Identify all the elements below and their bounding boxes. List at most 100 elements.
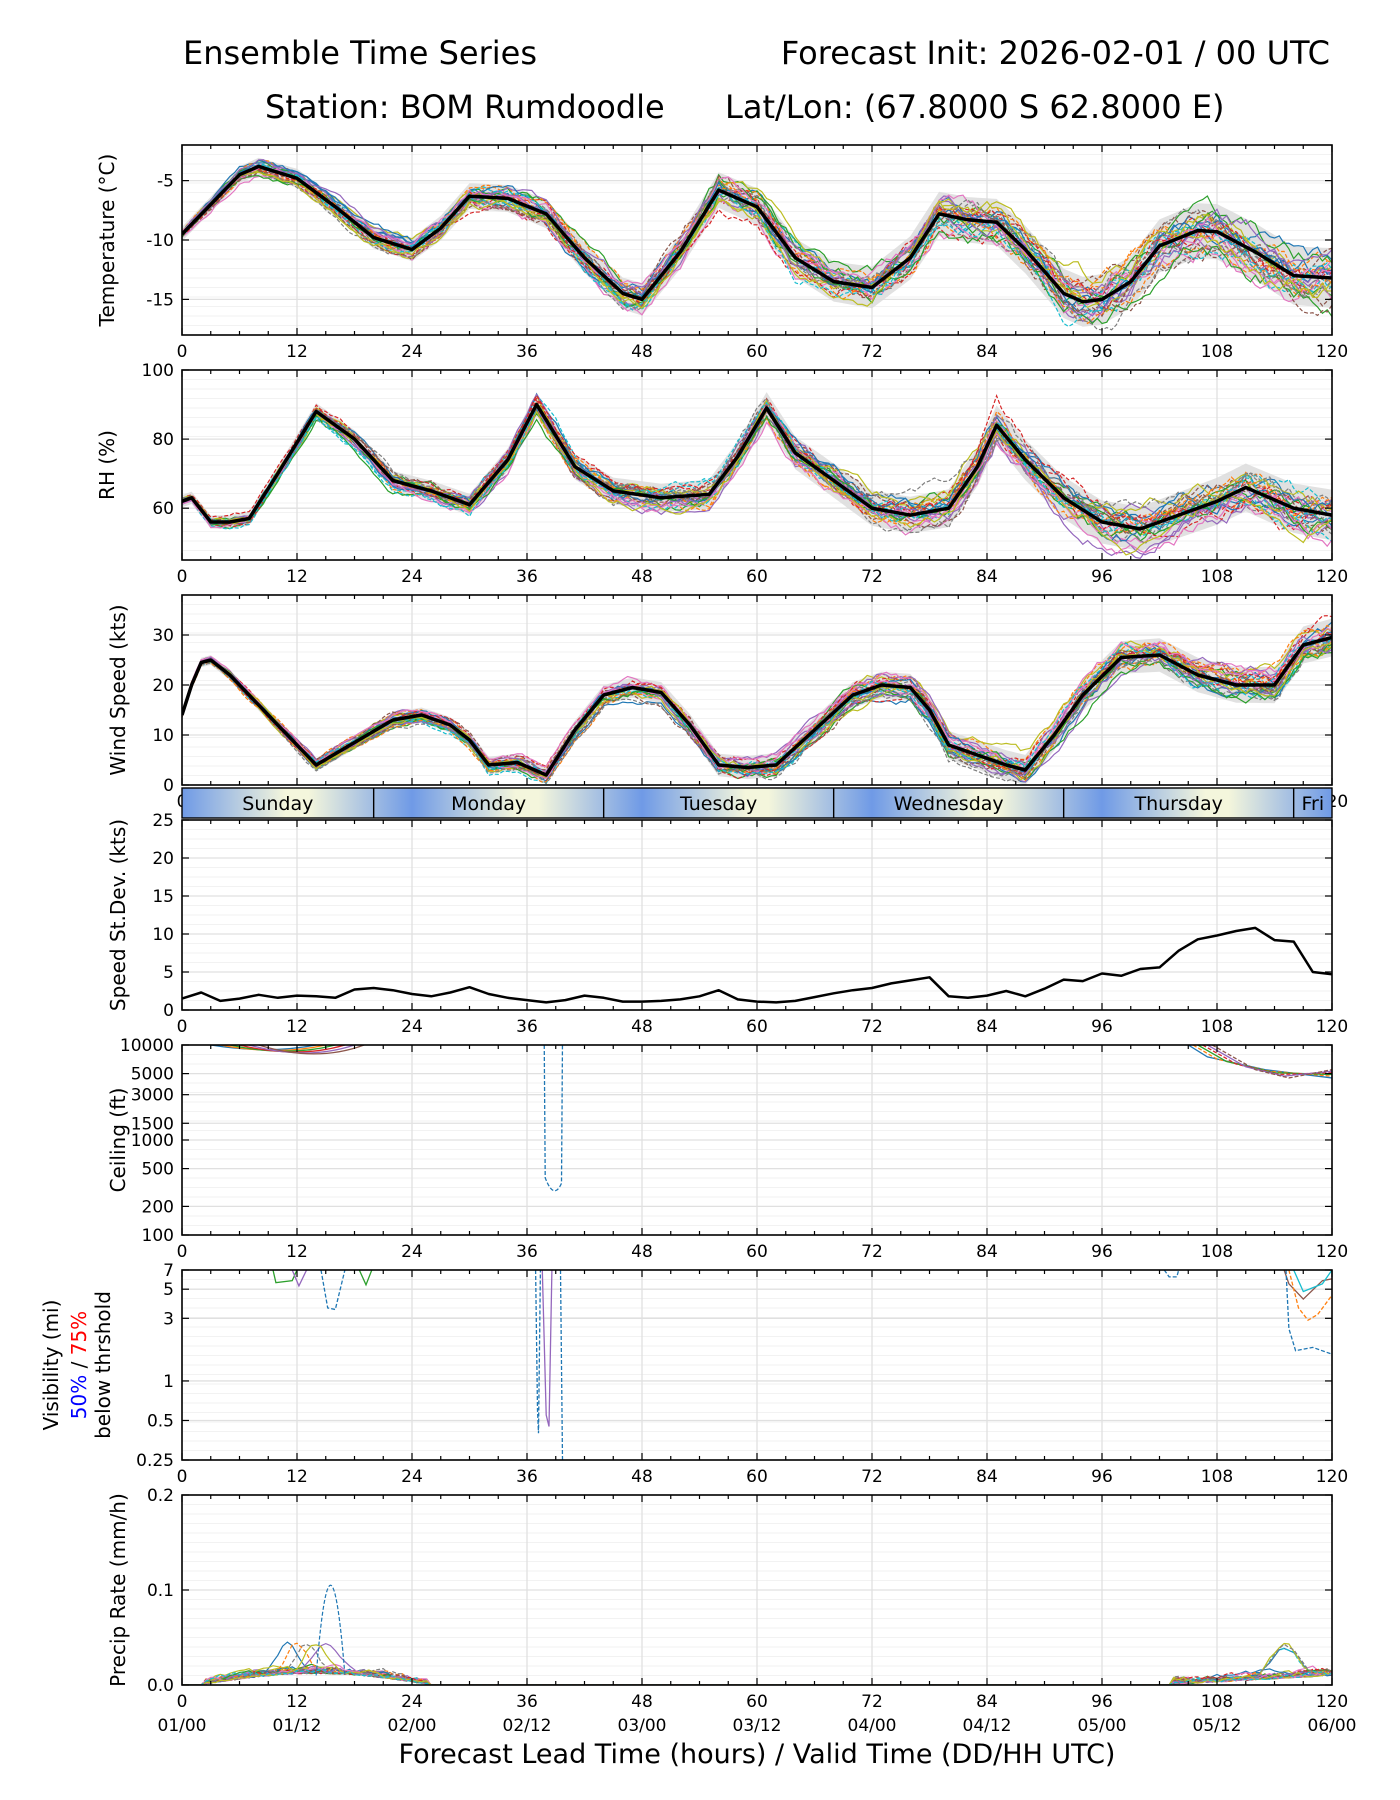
y-axis-label: RH (%) xyxy=(95,430,119,500)
panel-rh: 0 12 24 36 48 60 72 84 96 108 120 60 80 100 RH (%) xyxy=(95,361,1348,587)
x-tick-label: 36 xyxy=(516,567,538,587)
panel-visibility: 0 12 24 36 48 60 72 84 96 108 120 0.25 0.5 1 3 57 Visibi… xyxy=(39,1261,1348,1487)
ensemble-member-line xyxy=(182,169,1332,317)
station-label: Station: BOM Rumdoodle xyxy=(265,88,665,126)
valid-time-label: 02/12 xyxy=(503,1716,552,1736)
x-tick-label: 0 xyxy=(177,567,188,587)
y-axis-label: Precip Rate (mm/h) xyxy=(106,1493,130,1687)
visibility-member-line xyxy=(1163,1270,1180,1278)
day-band-cell xyxy=(412,788,642,818)
visibility-member-line xyxy=(559,1270,564,1460)
panel-wind_speed: 012243648607284961081200102030Wind Speed… xyxy=(106,594,1348,812)
x-tick-label: 108 xyxy=(1201,1017,1233,1037)
y-tick-label: 15 xyxy=(152,887,174,907)
x-tick-label: 60 xyxy=(746,1692,768,1712)
y-tick-label: 100 xyxy=(142,361,174,381)
x-tick-label: 120 xyxy=(1316,1467,1348,1487)
x-tick-label: 12 xyxy=(286,1242,308,1262)
x-tick-label: 12 xyxy=(286,1692,308,1712)
precip-member-line xyxy=(182,1667,1332,1685)
x-tick-label: 0 xyxy=(177,1467,188,1487)
data-layer xyxy=(272,1270,1332,1460)
x-tick-label: 48 xyxy=(631,342,653,362)
y-tick-label: 30 xyxy=(152,626,174,646)
x-tick-label: 72 xyxy=(861,1692,883,1712)
y-axis-label: Temperature (°C) xyxy=(95,154,119,328)
x-axis-label: Forecast Lead Time (hours) / Valid Time … xyxy=(399,1739,1116,1770)
y-tick-label: 5 xyxy=(163,1280,174,1300)
x-tick-label: 72 xyxy=(861,567,883,587)
ceiling-member-line xyxy=(248,1045,355,1054)
data-layer xyxy=(182,615,1332,785)
y-tick-label: 5000 xyxy=(131,1065,174,1085)
x-tick-label: 96 xyxy=(1091,1467,1113,1487)
x-tick-label: 12 xyxy=(286,1467,308,1487)
visibility-member-line xyxy=(534,1270,542,1434)
ensemble-mean-line xyxy=(182,402,1332,531)
x-tick-label: 120 xyxy=(1316,1692,1348,1712)
precip-member-line xyxy=(182,1643,1332,1685)
x-tick-label: 96 xyxy=(1091,567,1113,587)
y-axis-label: Visibility (mi) xyxy=(39,1300,63,1431)
y-tick-label: 0.0 xyxy=(147,1676,174,1696)
valid-time-label: 01/12 xyxy=(273,1716,322,1736)
y-axis-sublabel-part: 75% xyxy=(67,1311,91,1355)
x-tick-label: 0 xyxy=(177,1017,188,1037)
visibility-member-line xyxy=(320,1270,346,1311)
x-tick-label: 48 xyxy=(631,567,653,587)
valid-time-label: 05/12 xyxy=(1193,1716,1242,1736)
x-tick-label: 96 xyxy=(1091,1692,1113,1712)
y-tick-label: 3 xyxy=(163,1309,174,1329)
x-tick-label: 72 xyxy=(861,1467,883,1487)
data-layer xyxy=(182,157,1332,331)
x-tick-label: 48 xyxy=(631,1467,653,1487)
ensemble-member-line xyxy=(182,165,1332,300)
valid-time-label: 06/00 xyxy=(1308,1716,1357,1736)
x-tick-label: 24 xyxy=(401,1242,423,1262)
x-tick-label: 60 xyxy=(746,1017,768,1037)
day-label: Tuesday xyxy=(679,793,757,815)
visibility-member-line xyxy=(1293,1270,1332,1293)
x-tick-label: 36 xyxy=(516,1467,538,1487)
day-label: Fri xyxy=(1302,793,1325,815)
y-tick-label: 500 xyxy=(142,1160,174,1180)
day-band-frame xyxy=(181,787,1333,819)
visibility-member-line xyxy=(541,1270,553,1427)
panel-speed_stdev: 0 12 24 36 48 60 72 84 96 108 120 0 5 10 15 20 25 Speed S… xyxy=(106,811,1348,1037)
y-axis-sublabel-part: / xyxy=(67,1355,91,1374)
panel-temperature: 0 12 24 36 48 60 72 84 96 108 120 -5 -10 -15 Temperatu… xyxy=(95,144,1348,362)
x-tick-label: 12 xyxy=(286,342,308,362)
x-tick-label: 96 xyxy=(1091,1017,1113,1037)
x-tick-label: 24 xyxy=(401,1467,423,1487)
y-tick-label: 20 xyxy=(152,849,174,869)
y-tick-label: 0.5 xyxy=(147,1411,174,1431)
ceiling-member-line xyxy=(543,1045,564,1192)
valid-time-label: 01/00 xyxy=(158,1716,207,1736)
y-tick-label: 10 xyxy=(152,726,174,746)
day-label: Monday xyxy=(451,793,526,815)
x-tick-label: 84 xyxy=(976,567,998,587)
day-label: Sunday xyxy=(242,793,313,815)
y-axis-sublabel: below thrshold xyxy=(91,1291,115,1439)
x-tick-label: 84 xyxy=(976,342,998,362)
ensemble-mean-line xyxy=(182,164,1332,304)
ensemble-member-line xyxy=(182,170,1332,318)
x-tick-label: 108 xyxy=(1201,1242,1233,1262)
x-tick-label: 72 xyxy=(861,1017,883,1037)
ensemble-member-line xyxy=(182,166,1332,311)
valid-time-label: 03/00 xyxy=(618,1716,667,1736)
y-tick-label: 0 xyxy=(163,1001,174,1021)
latlon-label: Lat/Lon: (67.8000 S 62.8000 E) xyxy=(725,88,1225,126)
x-tick-label: 108 xyxy=(1201,342,1233,362)
y-axis-label: Ceiling (ft) xyxy=(106,1088,130,1193)
valid-time-label: 03/12 xyxy=(733,1716,782,1736)
ceiling-member-line xyxy=(258,1045,365,1055)
x-tick-label: 12 xyxy=(286,1017,308,1037)
x-tick-label: 72 xyxy=(861,1242,883,1262)
valid-time-label: 04/12 xyxy=(963,1716,1012,1736)
x-tick-label: 84 xyxy=(976,1242,998,1262)
y-tick-label: 1000 xyxy=(131,1131,174,1151)
ensemble-member-line xyxy=(182,175,1332,325)
x-tick-label: 96 xyxy=(1091,1242,1113,1262)
